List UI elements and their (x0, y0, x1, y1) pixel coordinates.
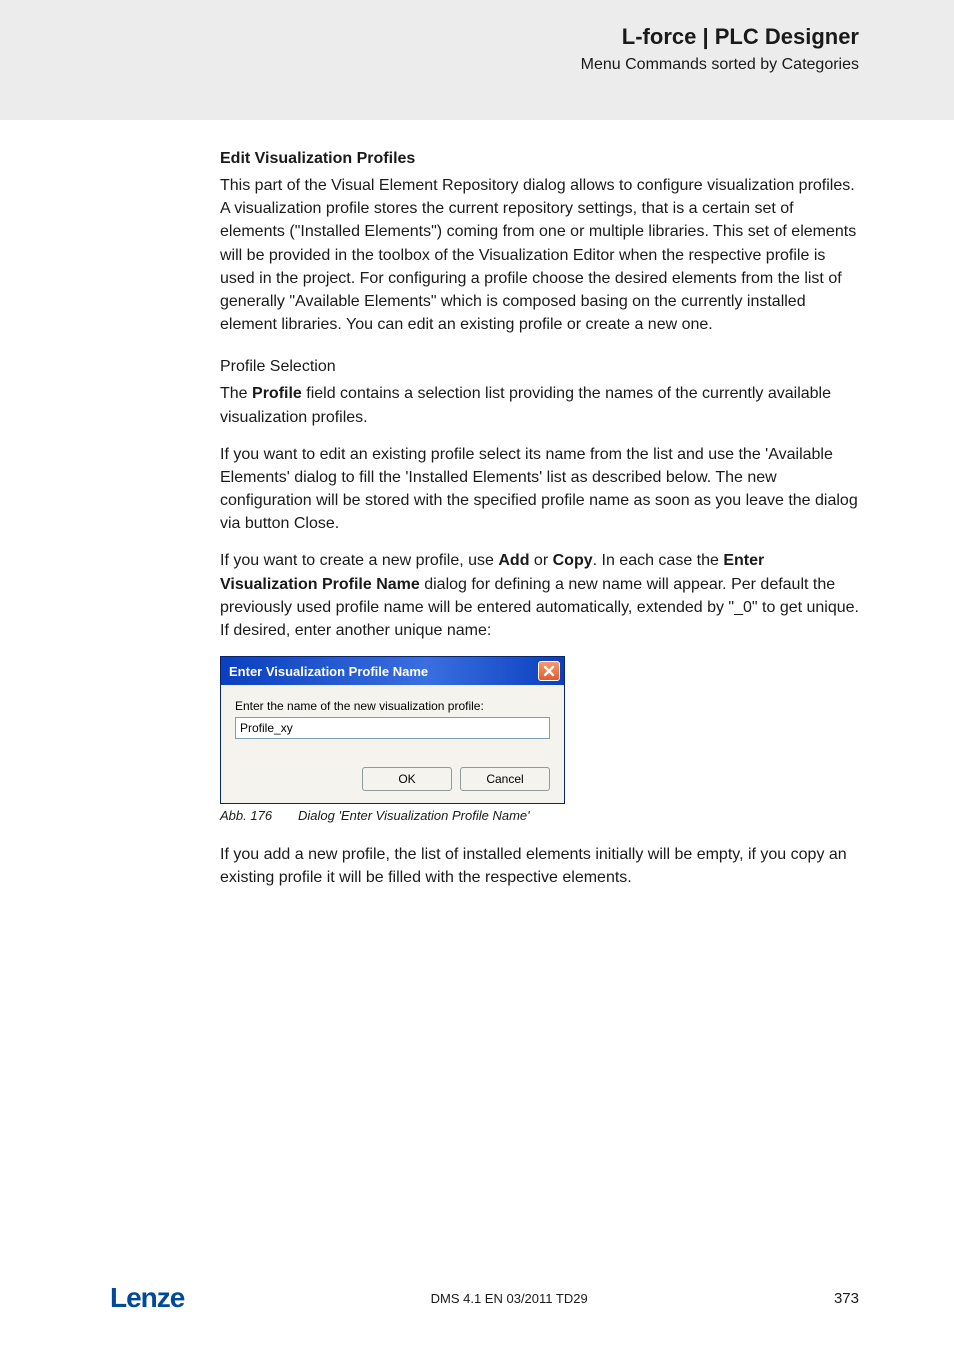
enter-profile-name-dialog: Enter Visualization Profile Name Enter t… (220, 656, 565, 804)
footer-doc-id: DMS 4.1 EN 03/2011 TD29 (431, 1291, 588, 1306)
figure-number: Abb. 176 (220, 808, 298, 823)
figure-caption: Abb. 176Dialog 'Enter Visualization Prof… (220, 808, 859, 823)
page-content: Edit Visualization Profiles This part of… (0, 120, 954, 890)
page-header: L-force | PLC Designer Menu Commands sor… (0, 0, 954, 120)
text-segment: field contains a selection list providin… (220, 385, 831, 425)
section-heading: Edit Visualization Profiles (220, 150, 859, 168)
ok-button[interactable]: OK (362, 767, 452, 791)
cancel-button[interactable]: Cancel (460, 767, 550, 791)
dialog-titlebar: Enter Visualization Profile Name (221, 657, 564, 685)
text-segment: If you want to create a new profile, use (220, 552, 498, 569)
figure-caption-text: Dialog 'Enter Visualization Profile Name… (298, 808, 530, 823)
header-title: L-force | PLC Designer (95, 24, 859, 50)
text-segment: or (529, 552, 552, 569)
edit-profile-paragraph: If you want to edit an existing profile … (220, 443, 859, 536)
after-dialog-paragraph: If you add a new profile, the list of in… (220, 843, 859, 889)
create-profile-paragraph: If you want to create a new profile, use… (220, 549, 859, 642)
profile-name-input[interactable] (235, 717, 550, 739)
add-bold: Add (498, 552, 529, 569)
dialog-body: Enter the name of the new visualization … (221, 685, 564, 803)
dialog-title: Enter Visualization Profile Name (229, 664, 428, 679)
profile-field-paragraph: The Profile field contains a selection l… (220, 382, 859, 428)
close-icon[interactable] (538, 661, 560, 681)
profile-selection-heading: Profile Selection (220, 358, 859, 376)
intro-paragraph: This part of the Visual Element Reposito… (220, 174, 859, 336)
profile-bold: Profile (252, 385, 302, 402)
lenze-logo: Lenze (110, 1282, 184, 1314)
dialog-prompt-label: Enter the name of the new visualization … (235, 699, 550, 713)
page-footer: Lenze DMS 4.1 EN 03/2011 TD29 373 (0, 1282, 954, 1314)
copy-bold: Copy (553, 552, 593, 569)
dialog-button-row: OK Cancel (235, 767, 550, 791)
text-segment: The (220, 385, 252, 402)
text-segment: . In each case the (593, 552, 724, 569)
page-number: 373 (834, 1290, 859, 1307)
header-subtitle: Menu Commands sorted by Categories (95, 56, 859, 74)
